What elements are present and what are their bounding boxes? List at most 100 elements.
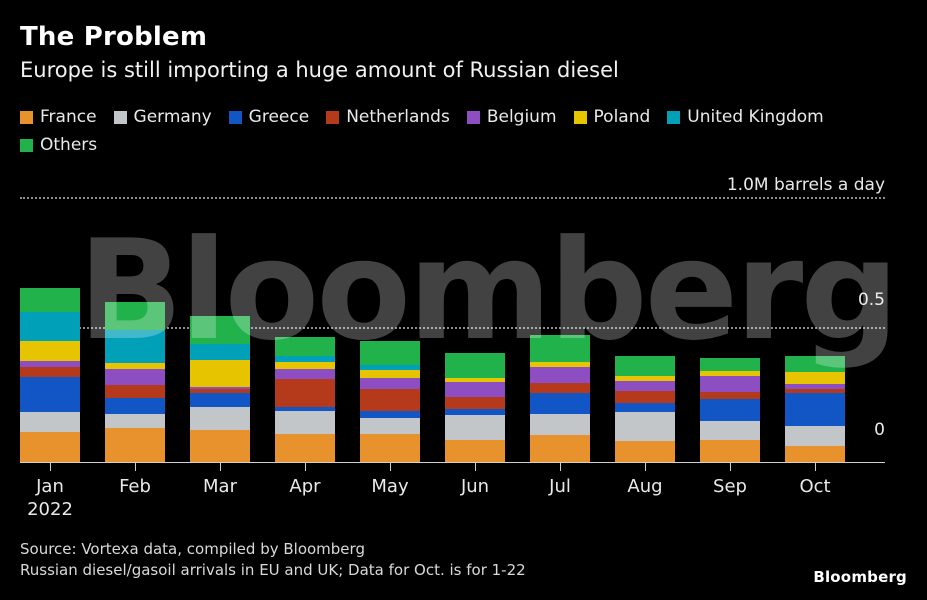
bar-segment-france xyxy=(445,439,505,462)
legend-item-label: Poland xyxy=(593,107,651,127)
bar-segment-greece xyxy=(275,407,335,412)
bar-segment-poland xyxy=(445,378,505,382)
bar-segment-others xyxy=(785,356,845,373)
bar-segment-france xyxy=(360,433,420,462)
legend-item-others[interactable]: Others xyxy=(20,134,97,156)
x-tick-month: Mar xyxy=(203,476,237,497)
bar-feb[interactable] xyxy=(105,301,165,462)
x-tick-label-jun: Jun xyxy=(440,476,510,497)
bar-segment-others xyxy=(360,340,420,366)
x-tick-month: May xyxy=(371,476,409,497)
x-tick-month: Aug xyxy=(627,476,663,497)
x-tick-mark xyxy=(815,462,816,471)
bar-segment-germany xyxy=(700,420,760,440)
note-line: Russian diesel/gasoil arrivals in EU and… xyxy=(20,561,526,579)
legend-item-label: France xyxy=(40,107,97,127)
bar-jan[interactable] xyxy=(20,288,80,462)
x-tick-mark xyxy=(730,462,731,471)
legend-swatch-icon xyxy=(20,110,33,124)
bar-jun[interactable] xyxy=(445,352,505,462)
legend-item-label: United Kingdom xyxy=(687,107,824,127)
bar-mar[interactable] xyxy=(190,315,250,462)
x-tick-mark xyxy=(645,462,646,471)
chart-header: The Problem Europe is still importing a … xyxy=(20,22,910,83)
bar-segment-germany xyxy=(785,425,845,446)
bar-segment-greece xyxy=(445,409,505,416)
x-tick-label-oct: Oct xyxy=(780,476,850,497)
bar-segment-france xyxy=(190,429,250,462)
x-tick-label-aug: Aug xyxy=(610,476,680,497)
legend-item-france[interactable]: France xyxy=(20,106,97,128)
legend-item-label: Greece xyxy=(248,107,310,127)
bar-segment-belgium xyxy=(190,386,250,390)
x-tick-label-mar: Mar xyxy=(185,476,255,497)
x-tick-mark xyxy=(50,462,51,471)
bar-segment-belgium xyxy=(275,369,335,380)
x-tick-mark xyxy=(390,462,391,471)
bar-segment-others xyxy=(20,288,80,312)
legend-item-germany[interactable]: Germany xyxy=(113,106,212,128)
bar-segment-poland xyxy=(700,371,760,377)
bar-segment-greece xyxy=(785,393,845,426)
bar-sep[interactable] xyxy=(700,357,760,462)
bar-segment-poland xyxy=(20,340,80,362)
bar-segment-others xyxy=(700,357,760,372)
bar-segment-france xyxy=(615,440,675,462)
bar-segment-belgium xyxy=(105,368,165,385)
bar-apr[interactable] xyxy=(275,336,335,462)
bar-segment-united-kingdom xyxy=(190,344,250,361)
bar-segment-france xyxy=(275,433,335,462)
legend-item-united-kingdom[interactable]: United Kingdom xyxy=(667,106,824,128)
bar-segment-others xyxy=(445,352,505,379)
x-axis-line xyxy=(20,462,885,463)
legend-item-belgium[interactable]: Belgium xyxy=(466,106,557,128)
bar-series-container xyxy=(20,180,885,462)
bar-segment-germany xyxy=(615,412,675,441)
bar-segment-poland xyxy=(275,361,335,370)
y-tick-0.5: 0.5 xyxy=(857,290,885,310)
x-tick-month: Oct xyxy=(799,476,831,497)
bar-segment-others xyxy=(190,315,250,345)
bar-segment-greece xyxy=(20,377,80,412)
y-tick-0: 0 xyxy=(874,420,885,440)
legend-item-poland[interactable]: Poland xyxy=(573,106,651,128)
x-tick-label-may: May xyxy=(355,476,425,497)
bar-segment-germany xyxy=(530,413,590,435)
bar-segment-united-kingdom xyxy=(20,311,80,341)
bar-segment-france xyxy=(785,445,845,462)
bar-segment-netherlands xyxy=(360,389,420,412)
legend-item-netherlands[interactable]: Netherlands xyxy=(326,106,450,128)
plot-area: 1.0M barrels a day 0.5 0 xyxy=(20,175,885,470)
x-tick-mark xyxy=(560,462,561,471)
legend-item-label: Belgium xyxy=(486,107,557,127)
x-tick-month: Sep xyxy=(713,476,747,497)
bar-segment-netherlands xyxy=(105,384,165,399)
bar-may[interactable] xyxy=(360,340,420,462)
legend-swatch-icon xyxy=(326,110,340,124)
x-tick-mark xyxy=(475,462,476,471)
bar-segment-germany xyxy=(20,411,80,432)
bar-segment-france xyxy=(700,439,760,462)
x-tick-month: Jul xyxy=(549,476,571,497)
x-tick-label-apr: Apr xyxy=(270,476,340,497)
x-tick-month: Jan xyxy=(36,476,64,497)
bar-jul[interactable] xyxy=(530,334,590,462)
x-tick-mark xyxy=(135,462,136,471)
y-axis-caption: 1.0M barrels a day xyxy=(726,175,885,195)
bar-aug[interactable] xyxy=(615,356,675,462)
bar-segment-poland xyxy=(360,370,420,379)
bar-segment-greece xyxy=(190,393,250,408)
bar-oct[interactable] xyxy=(785,356,845,462)
legend-item-label: Others xyxy=(40,135,98,155)
chart-legend: France Germany Greece Netherlands Belgium Pol… xyxy=(20,106,910,162)
chart-footer: Source: Vortexa data, compiled by Bloomb… xyxy=(20,539,910,581)
legend-item-greece[interactable]: Greece xyxy=(228,106,310,128)
bar-segment-belgium xyxy=(700,376,760,393)
bar-segment-germany xyxy=(275,411,335,434)
bar-segment-netherlands xyxy=(190,389,250,394)
bar-segment-others xyxy=(105,301,165,331)
bar-segment-greece xyxy=(615,403,675,413)
bar-segment-france xyxy=(20,431,80,462)
bar-segment-belgium xyxy=(615,381,675,392)
x-tick-label-jan: Jan 2022 xyxy=(15,476,85,520)
